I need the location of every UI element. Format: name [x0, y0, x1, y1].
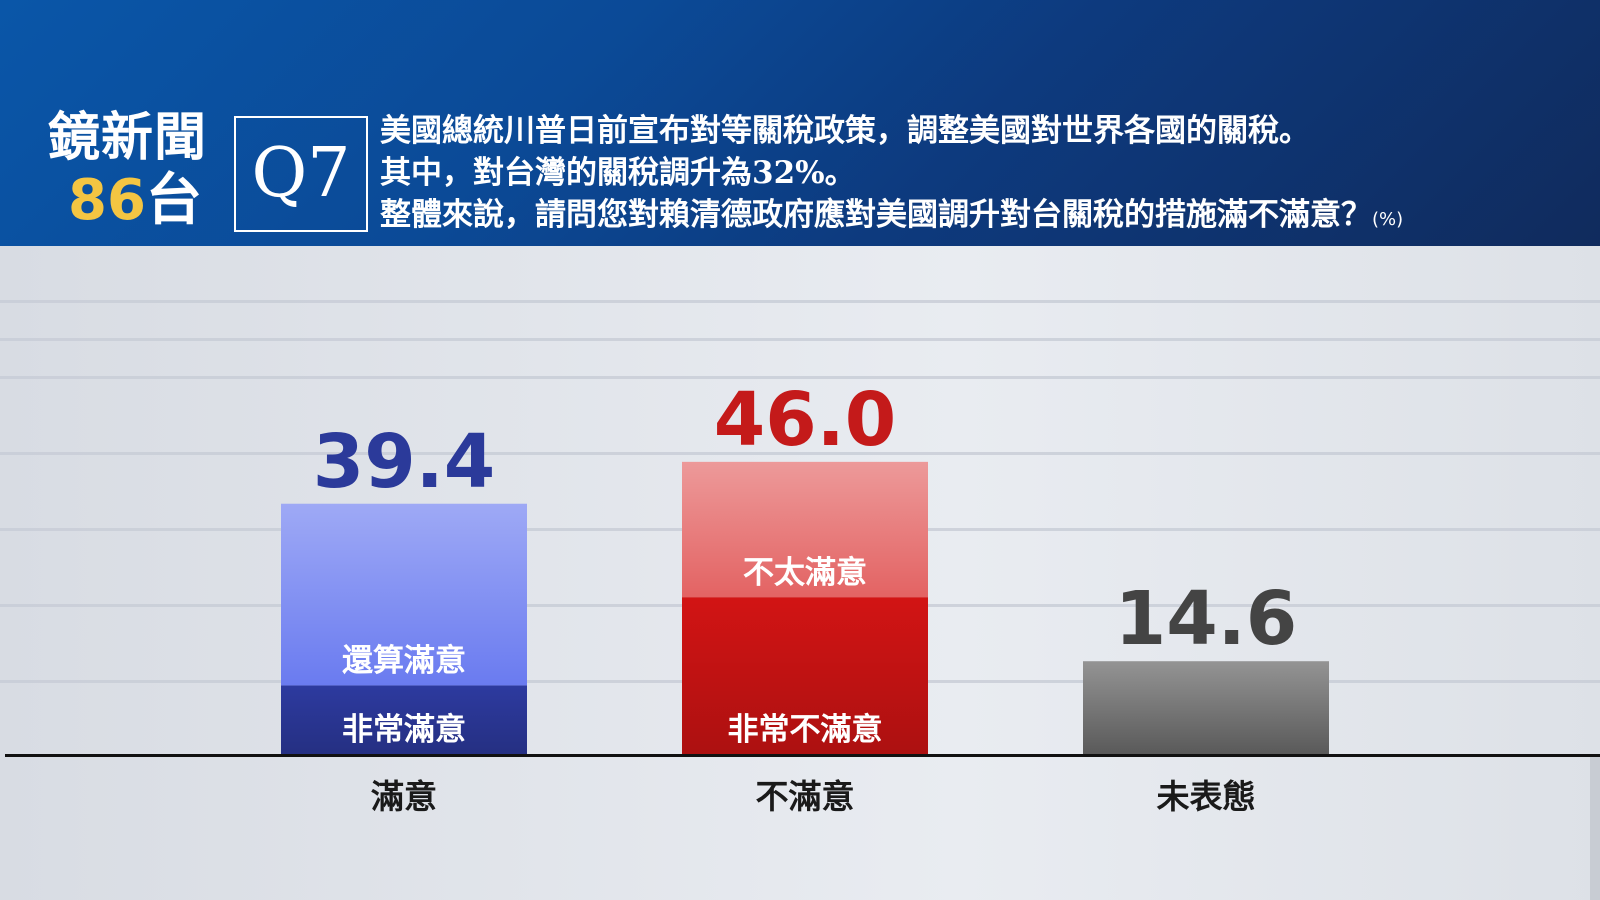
question-line-1: 美國總統川普日前宣布對等關稅政策，調整美國對世界各國的關稅。 — [380, 113, 1310, 149]
logo-channel-char: 台 — [145, 168, 202, 233]
value-label: 14.6 — [1114, 576, 1298, 663]
segment-label: 還算滿意 — [342, 643, 466, 680]
value-label: 46.0 — [713, 376, 897, 463]
gridline — [0, 452, 1600, 455]
bar-segment-shade — [281, 503, 527, 686]
segment-label: 非常滿意 — [342, 712, 466, 748]
question-line-3: 整體來說，請問您對賴清德政府應對美國調升對台關稅的措施滿不滿意？(%) — [380, 194, 1403, 241]
header-banner: 鏡新聞 86台 Q7 美國總統川普日前宣布對等關稅政策，調整美國對世界各國的關稅… — [0, 0, 1600, 246]
question-id-badge: Q7 — [234, 116, 368, 232]
edge-shade — [1590, 756, 1600, 900]
segment-label: 非常不滿意 — [727, 712, 883, 748]
x-axis-baseline — [5, 754, 1600, 757]
bar-segment-shade — [1083, 661, 1329, 754]
logo-name: 鏡新聞 — [48, 108, 208, 168]
question-line-3-text: 整體來說，請問您對賴清德政府應對美國調升對台關稅的措施滿不滿意？ — [380, 197, 1372, 233]
bars — [281, 461, 1329, 754]
bar-segment-shade — [281, 685, 527, 754]
gridline — [0, 300, 1600, 303]
gridline — [0, 376, 1600, 379]
category-label: 滿意 — [371, 777, 437, 816]
logo: 鏡新聞 86台 — [48, 108, 223, 232]
unit-label: (%) — [1372, 209, 1404, 230]
bar-segment-shade — [682, 461, 928, 598]
logo-channel-number: 86 — [68, 168, 146, 233]
category-label: 未表態 — [1156, 777, 1256, 816]
bar-chart — [0, 246, 1600, 900]
value-label: 39.4 — [312, 418, 496, 505]
gridline — [0, 338, 1600, 341]
category-label: 不滿意 — [755, 777, 855, 816]
bar-segment-shade — [682, 597, 928, 754]
segment-label: 不太滿意 — [743, 555, 867, 592]
question-line-2: 其中，對台灣的關稅調升為32%。 — [380, 155, 856, 191]
logo-channel: 86台 — [68, 170, 202, 232]
